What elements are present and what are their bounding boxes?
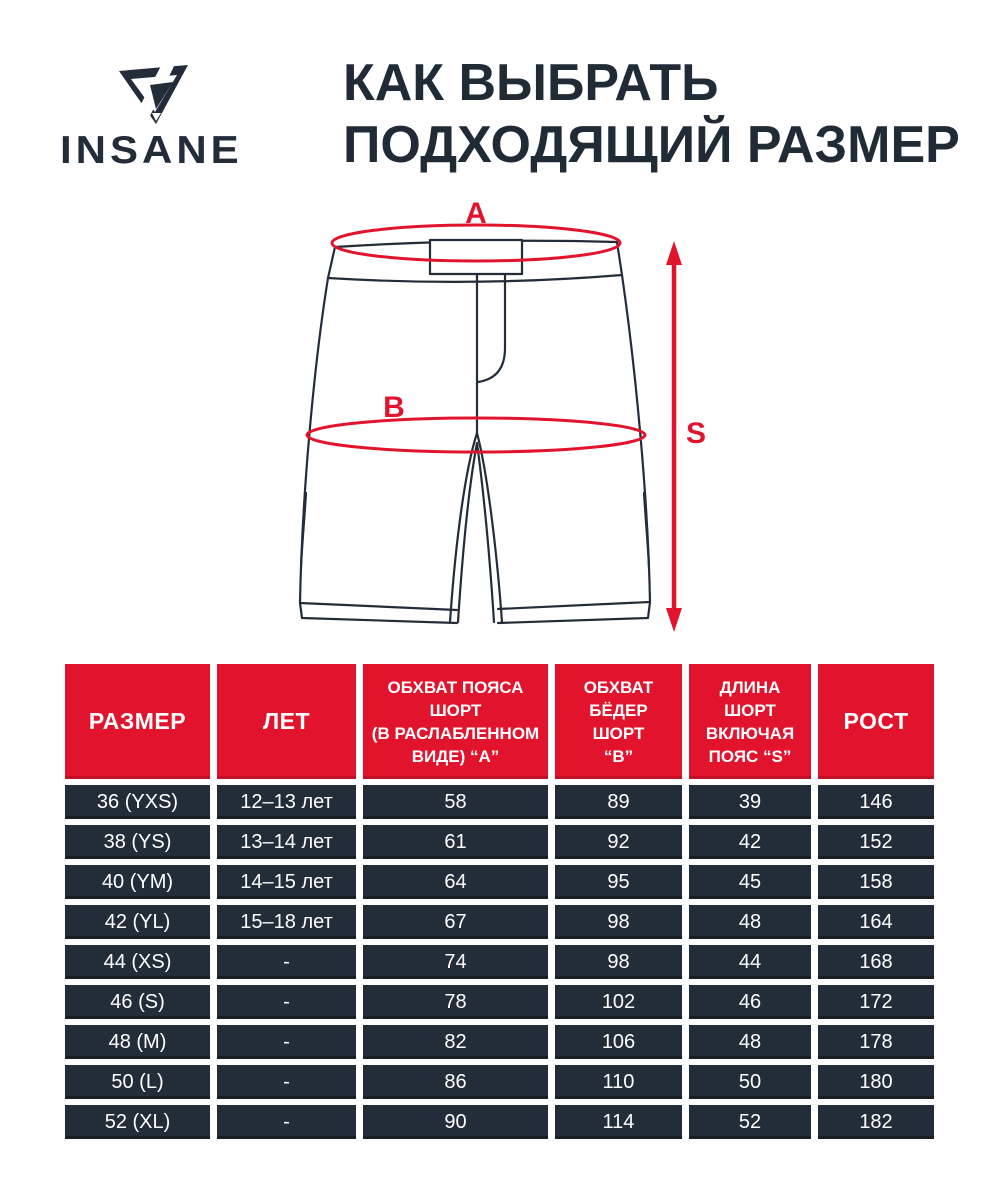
table-cell: - (217, 945, 356, 979)
table-cell: 74 (363, 945, 548, 979)
table-cell: 180 (818, 1065, 934, 1099)
table-cell: 110 (555, 1065, 682, 1099)
table-cell: 36 (YXS) (65, 785, 210, 819)
brand-wordmark: INSANE (60, 128, 243, 172)
table-cell: 67 (363, 905, 548, 939)
table-cell: 45 (689, 865, 811, 899)
arrow-up-icon (666, 241, 682, 265)
header-cell: ОБХВАТ ПОЯСА ШОРТ (В РАСЛАБЛЕННОМ ВИДЕ) … (363, 664, 548, 779)
table-cell: - (217, 1025, 356, 1059)
insane-emblem-icon (119, 60, 188, 124)
table-cell: 158 (818, 865, 934, 899)
waist-ellipse-a (330, 223, 622, 263)
table-cell: 44 (689, 945, 811, 979)
table-cell: 40 (YM) (65, 865, 210, 899)
table-cell: 89 (555, 785, 682, 819)
table-cell: 58 (363, 785, 548, 819)
table-cell: 61 (363, 825, 548, 859)
table-cell: 42 (689, 825, 811, 859)
table-cell: - (217, 1105, 356, 1139)
table-cell: 78 (363, 985, 548, 1019)
measurement-marks: A B S (305, 197, 706, 632)
header-cell: РАЗМЕР (65, 664, 210, 779)
length-arrow-s (666, 241, 682, 632)
header-cell: ЛЕТ (217, 664, 356, 779)
table-cell: 14–15 лет (217, 865, 356, 899)
table-cell: 48 (689, 905, 811, 939)
table-cell: 146 (818, 785, 934, 819)
label-s: S (686, 417, 706, 450)
table-cell: 164 (818, 905, 934, 939)
table-cell: 50 (L) (65, 1065, 210, 1099)
table-cell: 38 (YS) (65, 825, 210, 859)
table-cell: 12–13 лет (217, 785, 356, 819)
table-cell: - (217, 1065, 356, 1099)
header-cell: ОБХВАТ БЁДЕР ШОРТ “В” (555, 664, 682, 779)
label-a: A (465, 197, 487, 230)
table-cell: 42 (YL) (65, 905, 210, 939)
page-title: КАК ВЫБРАТЬ ПОДХОДЯЩИЙ РАЗМЕР (343, 52, 963, 176)
table-cell: 172 (818, 985, 934, 1019)
label-b: B (383, 391, 405, 424)
table-cell: 52 (XL) (65, 1105, 210, 1139)
table-cell: 15–18 лет (217, 905, 356, 939)
table-cell: 168 (818, 945, 934, 979)
table-cell: 13–14 лет (217, 825, 356, 859)
table-cell: 90 (363, 1105, 548, 1139)
table-cell: 178 (818, 1025, 934, 1059)
size-table: РАЗМЕР ЛЕТ ОБХВАТ ПОЯСА ШОРТ (В РАСЛАБЛЕ… (65, 664, 934, 1139)
shorts-outline (298, 238, 652, 625)
table-cell: 98 (555, 945, 682, 979)
header-cell: РОСТ (818, 664, 934, 779)
table-cell: 44 (XS) (65, 945, 210, 979)
table-cell: 86 (363, 1065, 548, 1099)
page-title-line1: КАК ВЫБРАТЬ (343, 54, 719, 112)
table-cell: 52 (689, 1105, 811, 1139)
table-cell: 102 (555, 985, 682, 1019)
table-cell: 48 (M) (65, 1025, 210, 1059)
table-cell: 48 (689, 1025, 811, 1059)
table-cell: 82 (363, 1025, 548, 1059)
header-cell: ДЛИНА ШОРТ ВКЛЮЧАЯ ПОЯС “S” (689, 664, 811, 779)
arrow-down-icon (666, 608, 682, 632)
table-cell: 152 (818, 825, 934, 859)
table-cell: 92 (555, 825, 682, 859)
table-cell: 95 (555, 865, 682, 899)
table-cell: 50 (689, 1065, 811, 1099)
table-cell: - (217, 985, 356, 1019)
table-cell: 106 (555, 1025, 682, 1059)
table-cell: 114 (555, 1105, 682, 1139)
table-cell: 64 (363, 865, 548, 899)
table-cell: 39 (689, 785, 811, 819)
shorts-diagram: A B S (298, 197, 706, 632)
table-cell: 182 (818, 1105, 934, 1139)
table-cell: 98 (555, 905, 682, 939)
table-cell: 46 (689, 985, 811, 1019)
hip-ellipse-b (305, 416, 647, 454)
table-cell: 46 (S) (65, 985, 210, 1019)
page-title-line2: ПОДХОДЯЩИЙ РАЗМЕР (343, 116, 960, 174)
